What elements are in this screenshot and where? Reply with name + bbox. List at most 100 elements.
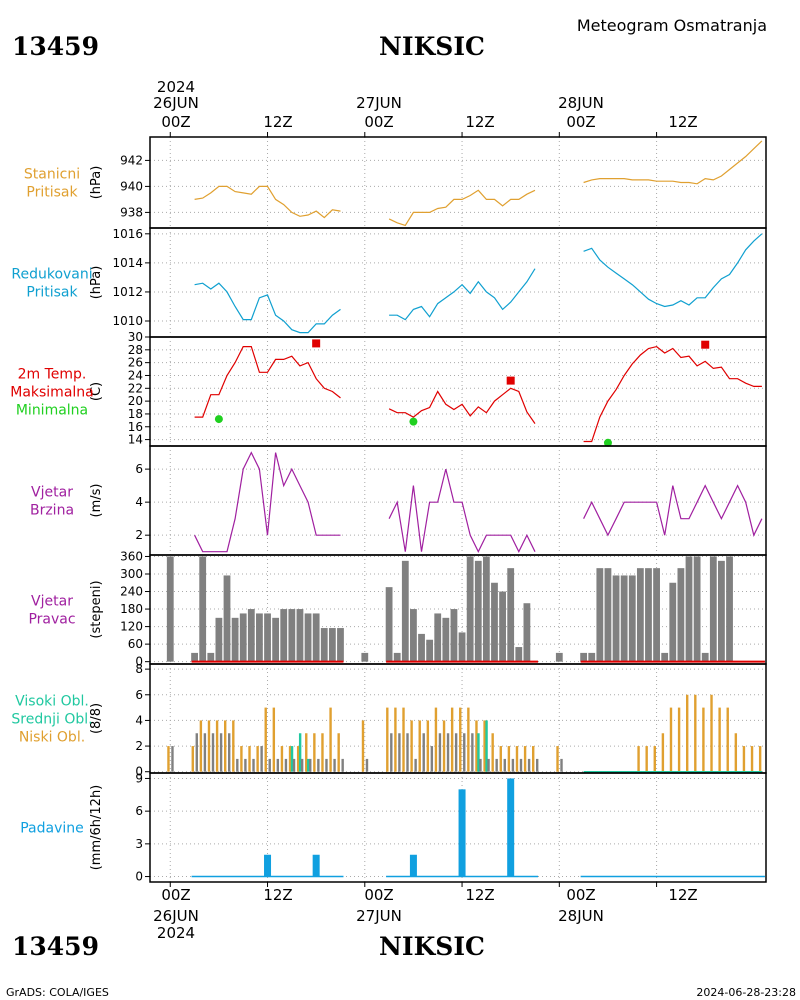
hour-label-top-0: 00Z bbox=[161, 113, 190, 131]
tmax-marker-1 bbox=[506, 376, 515, 385]
wind-dir-bar-8 bbox=[247, 609, 255, 662]
station-pressure-ylabel: (hPa) bbox=[89, 166, 104, 200]
cloud-high-bar-36 bbox=[511, 758, 515, 772]
cloud-low-bar-28 bbox=[442, 720, 446, 772]
wind-dir-bar-57 bbox=[709, 556, 717, 662]
wind-dir-bar-43 bbox=[596, 568, 604, 662]
cloud-low-bar-0 bbox=[167, 746, 170, 772]
cloud-low-bar-36 bbox=[507, 746, 511, 772]
clouds-ylabel: (8/8) bbox=[89, 703, 104, 734]
reduced-pressure-line-0 bbox=[194, 282, 341, 334]
tmin-marker-0 bbox=[214, 415, 223, 424]
temperature-panel-frame bbox=[149, 336, 767, 447]
cloud-low-bar-54 bbox=[686, 694, 689, 772]
wind-speed-ytick-label-0: 2 bbox=[135, 528, 143, 542]
reduced-pressure-ytick-label-2: 1014 bbox=[112, 256, 143, 270]
day-label-bottom-2: 28JUN bbox=[558, 907, 604, 925]
wind-dir-bar-40 bbox=[555, 652, 563, 662]
wind-dir-bar-1 bbox=[191, 652, 198, 662]
temperature-ytick-label-0: 14 bbox=[128, 433, 143, 447]
cloud-high-bar-37 bbox=[519, 758, 523, 772]
cloud-low-bar-51 bbox=[661, 733, 665, 772]
wind-dir-bar-17 bbox=[320, 628, 328, 662]
cloud-high-bar-25 bbox=[422, 733, 425, 772]
wind-speed-label-1: Brzina bbox=[30, 503, 74, 519]
cloud-high-bar-40 bbox=[560, 758, 563, 772]
temperature-ytick-label-4: 22 bbox=[128, 381, 143, 395]
wind-speed-line-2 bbox=[583, 484, 763, 537]
cloud-low-bar-4 bbox=[215, 720, 219, 772]
precip-bar-4 bbox=[507, 778, 515, 877]
precip-bar-1 bbox=[312, 854, 320, 877]
cloud-low-bar-29 bbox=[450, 707, 454, 772]
cloud-low-bar-10 bbox=[264, 707, 267, 772]
wind-dir-bar-25 bbox=[418, 633, 425, 662]
wind-speed-line-0 bbox=[194, 451, 341, 553]
cloud-low-bar-55 bbox=[694, 694, 697, 772]
wind-dir-bar-55 bbox=[693, 556, 701, 662]
cloud-high-bar-22 bbox=[398, 733, 401, 772]
cloud-low-bar-25 bbox=[418, 720, 421, 772]
wind-speed-ylabel: (m/s) bbox=[89, 484, 104, 518]
wind-direction-ylabel: (stepeni) bbox=[89, 580, 104, 638]
cloud-low-bar-8 bbox=[248, 746, 251, 772]
wind-dir-bar-35 bbox=[499, 591, 506, 662]
station-pressure-line-0 bbox=[194, 185, 341, 219]
cloud-low-bar-24 bbox=[410, 720, 413, 772]
wind-dir-bar-5 bbox=[223, 575, 231, 662]
station-pressure-ytick-label-0: 938 bbox=[120, 205, 143, 219]
temperature-ytick-label-7: 28 bbox=[128, 343, 143, 357]
credit-label: GrADS: COLA/IGES bbox=[6, 986, 109, 999]
cloud-high-bar-4 bbox=[219, 733, 223, 772]
cloud-high-bar-15 bbox=[309, 758, 312, 772]
day-label-bottom-1: 27JUN bbox=[356, 907, 402, 925]
cloud-mid-bar-32 bbox=[477, 733, 480, 772]
wind-speed-ytick-label-2: 6 bbox=[135, 462, 143, 476]
cloud-low-bar-63 bbox=[758, 746, 762, 772]
cloud-high-bar-34 bbox=[495, 758, 498, 772]
temperature-label-1: Maksimalna bbox=[10, 385, 94, 401]
wind-dir-bar-2 bbox=[199, 556, 207, 662]
wind-dir-bar-48 bbox=[636, 568, 644, 662]
day-label-bottom-0: 26JUN bbox=[153, 907, 199, 925]
temperature-ytick-label-1: 16 bbox=[128, 420, 143, 434]
clouds-ytick-label-4: 8 bbox=[135, 662, 143, 676]
hour-label-top-4: 00Z bbox=[566, 113, 595, 131]
cloud-low-bar-1 bbox=[191, 746, 194, 772]
precipitation-ytick-label-3: 9 bbox=[135, 771, 143, 785]
station-id-bottom: 13459 bbox=[12, 932, 99, 961]
cloud-low-bar-61 bbox=[742, 746, 746, 772]
cloud-low-bar-7 bbox=[240, 746, 243, 772]
precipitation-ytick-label-0: 0 bbox=[135, 870, 143, 884]
tmax-marker-2 bbox=[701, 340, 710, 349]
hour-label-bottom-5: 12Z bbox=[668, 886, 697, 904]
cloud-high-bar-18 bbox=[333, 758, 336, 772]
cloud-low-bar-35 bbox=[499, 746, 502, 772]
cloud-low-bar-2 bbox=[199, 720, 203, 772]
wind-direction-ytick-label-4: 240 bbox=[120, 585, 143, 599]
station-pressure-ytick-label-2: 942 bbox=[120, 153, 143, 167]
wind-dir-bar-30 bbox=[458, 632, 466, 662]
reduced-pressure-label-1: Pritisak bbox=[26, 285, 78, 301]
reduced-pressure-ytick-label-0: 1010 bbox=[112, 314, 143, 328]
reduced-pressure-line-1 bbox=[389, 268, 536, 321]
cloud-low-bar-17 bbox=[321, 733, 324, 772]
wind-dir-bar-28 bbox=[442, 617, 450, 662]
cloud-low-bar-32 bbox=[475, 720, 478, 772]
wind-dir-bar-10 bbox=[264, 613, 271, 662]
precipitation-label-0: Padavine bbox=[20, 821, 84, 837]
station-pressure-line-2 bbox=[583, 140, 763, 185]
wind-dir-bar-47 bbox=[628, 575, 636, 662]
wind-dir-bar-24 bbox=[410, 609, 417, 662]
precipitation-panel-frame bbox=[149, 772, 767, 883]
cloud-low-bar-34 bbox=[491, 733, 494, 772]
precip-bar-2 bbox=[409, 854, 417, 877]
station-id-top: 13459 bbox=[12, 32, 99, 61]
hour-label-bottom-0: 00Z bbox=[161, 886, 190, 904]
cloud-high-bar-2 bbox=[203, 733, 207, 772]
temperature-line-0 bbox=[194, 346, 341, 418]
hour-label-top-3: 12Z bbox=[465, 113, 494, 131]
cloud-low-bar-23 bbox=[402, 707, 405, 772]
wind-dir-bar-37 bbox=[515, 647, 523, 662]
